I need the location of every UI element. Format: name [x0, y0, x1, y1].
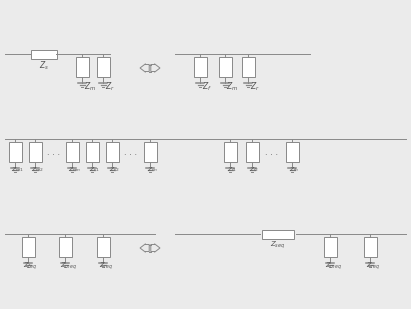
Bar	[143, 142, 157, 162]
Text: $Z_{req}$: $Z_{req}$	[366, 260, 380, 272]
Bar	[76, 57, 88, 77]
Bar	[219, 57, 231, 77]
Text: $Z_f$: $Z_f$	[201, 80, 212, 92]
Text: . . .: . . .	[47, 147, 60, 156]
Bar	[286, 142, 298, 162]
Text: $Z_{r2}$: $Z_{r2}$	[109, 165, 120, 174]
Polygon shape	[151, 64, 160, 72]
Bar	[262, 230, 294, 239]
Bar	[194, 57, 206, 77]
Polygon shape	[151, 244, 160, 252]
Bar	[363, 237, 376, 257]
Text: $Z_{meq}$: $Z_{meq}$	[60, 260, 77, 272]
Text: $Z_{m2}$: $Z_{m2}$	[31, 165, 44, 174]
Text: $Z_{seq}$: $Z_{seq}$	[270, 239, 286, 251]
Bar	[224, 142, 236, 162]
Text: $Z_{feq}$: $Z_{feq}$	[23, 260, 37, 272]
Text: $Z_{meq}$: $Z_{meq}$	[325, 260, 342, 272]
Text: $Z_{r1}$: $Z_{r1}$	[89, 165, 99, 174]
Text: $Z_r$: $Z_r$	[104, 80, 114, 92]
Bar	[21, 237, 35, 257]
Bar	[9, 142, 21, 162]
Polygon shape	[140, 244, 149, 252]
Bar	[97, 237, 109, 257]
Text: $Z_{f2}$: $Z_{f2}$	[249, 165, 259, 174]
Text: $Z_{mn}$: $Z_{mn}$	[68, 165, 81, 174]
Bar	[97, 57, 109, 77]
Bar	[28, 142, 42, 162]
Text: $Z_{req}$: $Z_{req}$	[99, 260, 113, 272]
Bar	[245, 142, 259, 162]
Text: . . .: . . .	[266, 147, 279, 156]
Text: . . .: . . .	[125, 147, 138, 156]
Bar	[65, 142, 79, 162]
Bar	[85, 142, 99, 162]
Text: $Z_{m1}$: $Z_{m1}$	[11, 165, 24, 174]
Text: $Z_s$: $Z_s$	[39, 60, 49, 72]
Text: $Z_m$: $Z_m$	[83, 80, 96, 92]
Text: $Z_{rn}$: $Z_{rn}$	[147, 165, 158, 174]
Bar	[31, 49, 57, 58]
Text: $Z_{f1}$: $Z_{f1}$	[227, 165, 237, 174]
Bar	[242, 57, 254, 77]
Text: $Z_r$: $Z_r$	[249, 80, 259, 92]
Bar	[106, 142, 118, 162]
Bar	[58, 237, 72, 257]
Text: $Z_m$: $Z_m$	[226, 80, 239, 92]
Text: $Z_{fn}$: $Z_{fn}$	[289, 165, 300, 174]
Bar	[323, 237, 337, 257]
Polygon shape	[140, 64, 149, 72]
